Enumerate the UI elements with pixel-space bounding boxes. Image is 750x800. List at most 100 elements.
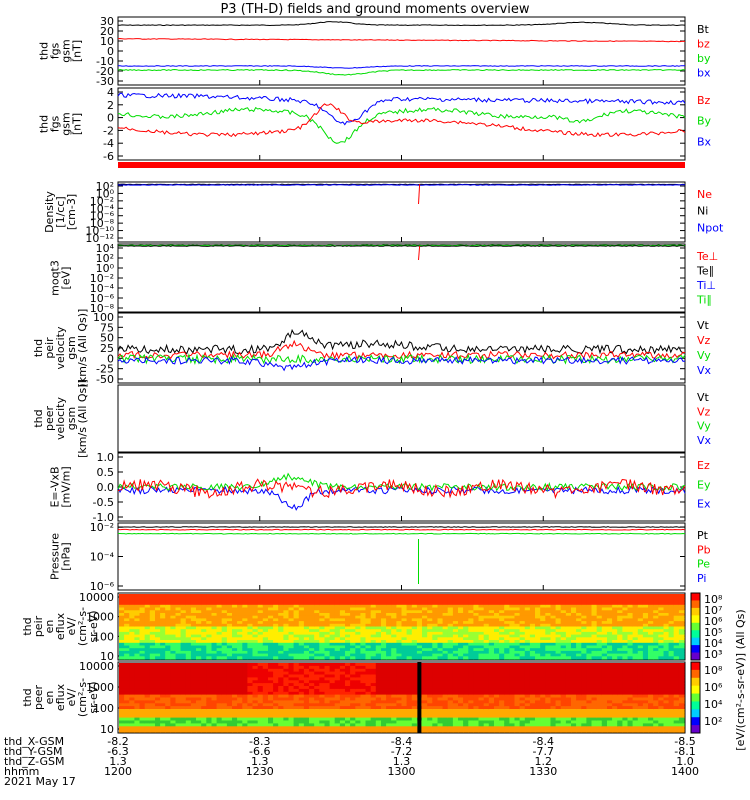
ylabel-line: [nPa] xyxy=(60,542,73,570)
panel-frame-fgs_dsl xyxy=(117,87,686,161)
ylabel-line: peer xyxy=(32,685,45,711)
ytick-label: 100 xyxy=(93,702,114,715)
spectrogram-peir xyxy=(119,594,685,660)
ylabel-line: thd xyxy=(38,115,51,133)
series-Npot xyxy=(117,184,686,186)
ytick-label: 1000 xyxy=(86,611,114,624)
ylabel-line: sr-eV) xyxy=(87,681,100,713)
colorbar-tick: 10⁵ xyxy=(704,626,722,639)
legend-Vy: Vy xyxy=(697,349,711,362)
ylabel-line: peir xyxy=(43,337,56,359)
series-Ez xyxy=(117,478,686,500)
legend-Te∥: Te∥ xyxy=(696,265,714,278)
series-Vt xyxy=(117,328,685,355)
ylabel-efield: E=-VxB[mV/m] xyxy=(49,466,73,507)
ytick-label: 10⁰ xyxy=(96,262,115,275)
ylabel-line: gsm xyxy=(60,39,73,62)
series-Vx xyxy=(117,355,686,372)
ylabel-line: velocity xyxy=(54,326,67,369)
ylabel-line: peir xyxy=(32,615,45,637)
colorbar-peir xyxy=(690,592,701,661)
legend-Pe: Pe xyxy=(697,558,710,571)
ytick-label: 30 xyxy=(100,15,114,28)
series-Te-perp-spike xyxy=(418,245,421,261)
legend-Ne: Ne xyxy=(697,188,712,201)
ytick-label: 10⁻⁸ xyxy=(90,217,115,230)
legend-Pi: Pi xyxy=(697,572,706,585)
ylabel-pressure: Pressure[nPa] xyxy=(49,533,73,580)
ylabel-line: fgs xyxy=(49,115,62,132)
ylabel-line: thd xyxy=(38,42,51,60)
colorbar-peer xyxy=(690,661,701,734)
ylabel-line: sr-eV) xyxy=(87,610,100,642)
colorbar-tick: 10⁴ xyxy=(704,698,723,711)
ylabel-line: eV/ xyxy=(65,688,78,706)
series-by xyxy=(117,68,686,76)
series-Bz xyxy=(117,103,686,138)
ylabel-line: Density xyxy=(43,191,56,233)
ytick-label: 10⁰ xyxy=(96,187,115,200)
ylabel-line: velocity xyxy=(54,397,67,440)
ylabel-temp: moqt3[eV] xyxy=(49,260,73,296)
xaxis-row-hhmm: hhmm xyxy=(4,765,39,778)
series-Bt xyxy=(118,21,686,27)
legend-Npot: Npot xyxy=(697,221,724,234)
ylabel-line: (cm²-s- xyxy=(76,678,89,717)
legend-Ez: Ez xyxy=(697,459,710,472)
panel-frame-density xyxy=(117,181,686,243)
ylabel-line: eV/ xyxy=(65,617,78,635)
ytick-label: 25 xyxy=(100,342,114,355)
date-label: 2021 May 17 xyxy=(4,775,76,788)
ytick-label: -50 xyxy=(96,373,114,386)
series-Te-par xyxy=(117,245,686,247)
ylabel-line: [eV] xyxy=(60,267,73,290)
panel-frame-temp xyxy=(117,243,686,313)
legend-Te⊥: Te⊥ xyxy=(696,250,718,263)
ytick-label: 0 xyxy=(107,352,114,365)
ytick-label: 10 xyxy=(100,723,114,736)
ylabel-line: gsm xyxy=(65,336,78,359)
panel-frame-fgs xyxy=(117,16,686,86)
ylabel-line: eflux xyxy=(54,683,67,711)
ylabel-line: thd xyxy=(21,688,34,706)
xtick-label: -8.4 xyxy=(533,735,554,748)
ylabel-line: en xyxy=(43,620,56,634)
ylabel-line: [km/s (All Qs)] xyxy=(76,379,89,458)
ytick-label: 0.0 xyxy=(97,481,115,494)
xtick-label: -6.3 xyxy=(107,745,128,758)
xtick-label: 1200 xyxy=(104,765,132,778)
ytick-label: 10⁻⁶ xyxy=(90,580,115,593)
xtick-label: 1.3 xyxy=(393,755,411,768)
legend-bx: bx xyxy=(697,67,711,80)
series-Bx xyxy=(117,92,686,126)
ytick-label: -30 xyxy=(96,75,114,88)
ytick-label: 10⁻⁸ xyxy=(90,302,115,315)
legend-Bz: Bz xyxy=(697,94,711,107)
ytick-label: 4 xyxy=(107,86,114,99)
ytick-label: 10⁻² xyxy=(90,521,114,534)
ylabel-line: (cm²-s- xyxy=(76,607,89,646)
ytick-label: 10⁻⁴ xyxy=(90,551,115,564)
colorbar-label: [eV/(cm²-s-sr-eV)] (All Qs) xyxy=(734,609,747,750)
legend-Vt: Vt xyxy=(697,319,710,332)
xtick-label: 1.2 xyxy=(535,755,553,768)
ytick-label: 10⁻² xyxy=(90,195,114,208)
legend-Bt: Bt xyxy=(697,23,710,36)
xtick-label: 1.3 xyxy=(109,755,127,768)
legend-Ey: Ey xyxy=(697,478,711,491)
series-Pe xyxy=(118,532,686,535)
ytick-label: -4 xyxy=(103,137,114,150)
ylabel-line: en xyxy=(43,691,56,705)
xtick-label: 1.3 xyxy=(251,755,269,768)
colorbar-tick: 10² xyxy=(704,715,722,728)
legend-By: By xyxy=(697,115,712,128)
xtick-label: -8.2 xyxy=(107,735,128,748)
ytick-label: 10000 xyxy=(79,660,114,673)
ylabel-line: [nT] xyxy=(71,40,84,62)
colorbar-tick: 10⁶ xyxy=(704,615,723,628)
ytick-label: 2 xyxy=(107,99,114,112)
legend-Vy: Vy xyxy=(697,420,711,433)
series-bz xyxy=(117,37,686,43)
xtick-label: -7.2 xyxy=(391,745,412,758)
